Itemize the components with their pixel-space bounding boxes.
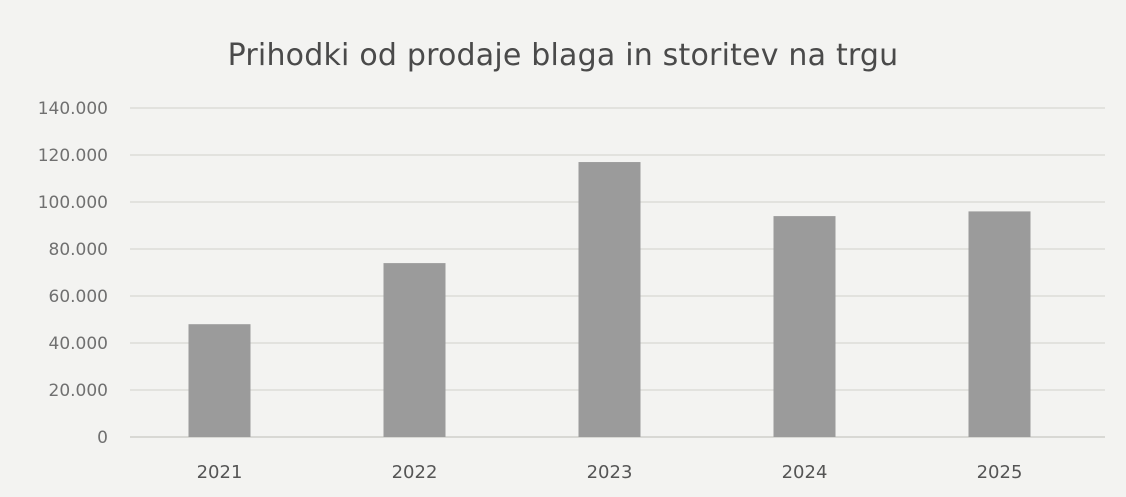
x-tick-label: 2022 [392, 462, 438, 483]
x-tick-label: 2024 [782, 462, 828, 483]
y-tick-label: 80.000 [49, 240, 108, 260]
bar-2022 [383, 263, 446, 437]
y-tick-label: 20.000 [49, 381, 108, 401]
y-tick-label: 0 [97, 428, 108, 448]
x-tick-label: 2021 [197, 462, 243, 483]
bar-2021 [188, 324, 251, 437]
bar-2024 [773, 216, 836, 437]
y-tick-label: 140.000 [38, 99, 108, 119]
y-tick-label: 100.000 [38, 193, 108, 213]
bar-2025 [968, 211, 1031, 437]
x-tick-label: 2025 [977, 462, 1023, 483]
y-tick-label: 120.000 [38, 146, 108, 166]
bar-2023 [578, 162, 641, 438]
x-tick-label: 2023 [587, 462, 633, 483]
y-tick-label: 60.000 [49, 287, 108, 307]
y-tick-label: 40.000 [49, 334, 108, 354]
chart-title: Prihodki od prodaje blaga in storitev na… [227, 38, 899, 73]
